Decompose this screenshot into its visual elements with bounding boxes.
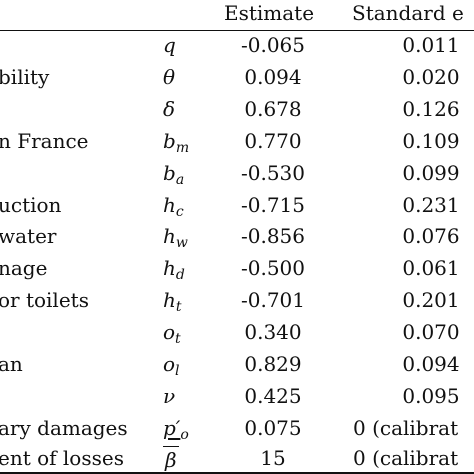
row-symbol: q xyxy=(163,33,176,57)
header-estimate: Estimate xyxy=(224,1,315,25)
table-bottom-rule xyxy=(0,472,474,474)
row-estimate: 0.340 xyxy=(244,320,302,345)
row-standard-error: 0 (calibrat xyxy=(353,416,459,440)
table-row: ν 0.425 0.095 xyxy=(0,380,474,412)
row-estimate: -0.500 xyxy=(240,256,305,281)
row-symbol: θ xyxy=(163,64,176,89)
header-standard-error: Standard e xyxy=(352,1,464,25)
table-row-damages: ary damages p′o 0.075 0 (calibrat xyxy=(0,412,474,444)
row-standard-error: 0.099 xyxy=(402,160,460,185)
row-symbol: ν xyxy=(163,383,176,408)
table-row: ba -0.530 0.099 xyxy=(0,157,474,189)
table-row: ot 0.340 0.070 xyxy=(0,316,474,348)
row-label: uction xyxy=(0,192,62,217)
row-symbol: ot xyxy=(163,320,181,348)
row-symbol: β xyxy=(163,446,179,472)
table-row: uction hc -0.715 0.231 xyxy=(0,189,474,221)
table-row: or toilets ht -0.701 0.201 xyxy=(0,284,474,316)
table-row-losses: ent of losses β 15 0 (calibrat xyxy=(0,442,474,474)
row-standard-error: 0.061 xyxy=(402,256,460,281)
row-symbol: bm xyxy=(163,128,190,156)
table-row: an ol 0.829 0.094 xyxy=(0,348,474,380)
row-label: ary damages xyxy=(0,416,128,440)
row-label: n France xyxy=(0,128,89,153)
row-standard-error: 0.201 xyxy=(402,288,460,313)
row-estimate: -0.856 xyxy=(240,224,305,249)
row-estimate: -0.065 xyxy=(240,33,305,57)
table-row: nage hd -0.500 0.061 xyxy=(0,252,474,284)
row-symbol: ht xyxy=(163,288,182,316)
row-standard-error: 0.020 xyxy=(402,64,460,89)
row-estimate: 15 xyxy=(260,446,286,470)
table-row: n France bm 0.770 0.109 xyxy=(0,125,474,157)
row-estimate: 0.678 xyxy=(244,96,302,121)
row-estimate: 0.770 xyxy=(244,128,302,153)
row-standard-error: 0.231 xyxy=(402,192,460,217)
row-estimate: -0.530 xyxy=(240,160,305,185)
row-label: or toilets xyxy=(0,288,89,313)
table-row: δ 0.678 0.126 xyxy=(0,93,474,125)
row-estimate: -0.715 xyxy=(240,192,305,217)
row-estimate: 0.425 xyxy=(244,383,302,408)
row-symbol: ol xyxy=(163,352,180,379)
table-row: bility θ 0.094 0.020 xyxy=(0,61,474,93)
row-label: water xyxy=(0,224,57,249)
row-symbol: hc xyxy=(163,192,184,220)
row-symbol: δ xyxy=(163,96,176,121)
table-top-rule xyxy=(0,30,474,32)
row-standard-error: 0.095 xyxy=(402,383,460,408)
row-estimate: 0.829 xyxy=(244,352,302,376)
row-standard-error: 0.094 xyxy=(402,352,460,376)
row-symbol: ba xyxy=(163,160,185,188)
row-estimate: -0.701 xyxy=(240,288,305,313)
row-standard-error: 0 (calibrat xyxy=(353,446,459,470)
row-label: bility xyxy=(0,64,50,89)
row-label: an xyxy=(0,352,23,376)
row-standard-error: 0.011 xyxy=(402,33,460,57)
row-standard-error: 0.109 xyxy=(402,128,460,153)
row-standard-error: 0.076 xyxy=(402,224,460,249)
row-standard-error: 0.126 xyxy=(402,96,460,121)
row-standard-error: 0.070 xyxy=(402,320,460,345)
row-label: ent of losses xyxy=(0,446,124,470)
row-symbol: hw xyxy=(163,224,188,252)
row-symbol: hd xyxy=(163,256,185,284)
row-estimate: 0.094 xyxy=(244,64,302,89)
row-symbol: p′o xyxy=(163,416,189,443)
table-row: q -0.065 0.011 xyxy=(0,29,474,61)
table-row: water hw -0.856 0.076 xyxy=(0,220,474,252)
row-estimate: 0.075 xyxy=(244,416,302,440)
row-label: nage xyxy=(0,256,48,281)
